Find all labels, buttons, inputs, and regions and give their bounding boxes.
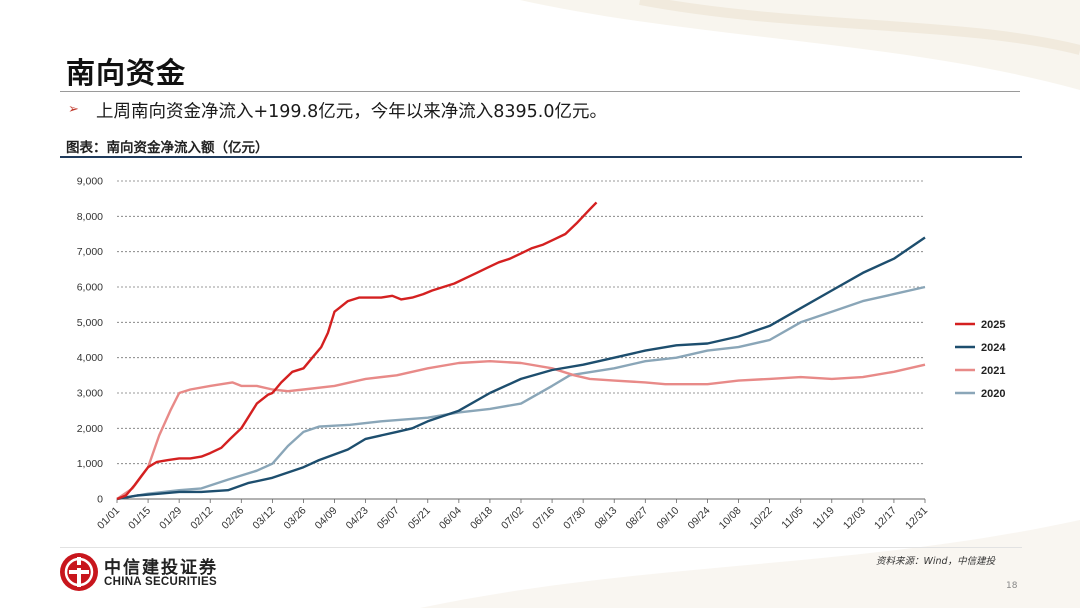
x-tick-label: 06/04	[437, 505, 464, 532]
y-tick-label: 2,000	[77, 423, 103, 435]
y-tick-label: 0	[97, 494, 103, 506]
chart-caption: 图表：南向资金净流入额（亿元）	[66, 140, 269, 156]
y-tick-label: 5,000	[77, 317, 103, 329]
page-title: 南向资金	[66, 56, 187, 90]
summary-bullet: 上周南向资金净流入+199.8亿元，今年以来净流入8395.0亿元。	[96, 102, 607, 122]
legend-label-2024: 2024	[981, 342, 1006, 354]
series-layer	[116, 201, 926, 501]
series-line-2021	[116, 359, 926, 500]
axis-layer: 0 1,000 2,000 3,000 4,000 5,000 6,000 7,000 8,00…	[77, 176, 931, 532]
citic-emblem-icon	[60, 553, 98, 591]
x-tick-label: 08/13	[592, 505, 619, 532]
x-tick-label: 02/12	[188, 505, 215, 532]
series-line-2025	[116, 201, 598, 501]
bullet-arrow-icon: ➢	[68, 102, 79, 117]
x-tick-label: 03/26	[282, 505, 309, 532]
x-tick-label: 09/24	[686, 505, 713, 532]
company-name-cn: 中信建投证券	[104, 558, 218, 578]
x-tick-label: 10/22	[748, 505, 775, 532]
y-tick-label: 8,000	[77, 211, 103, 223]
source-note: 资料来源：Wind，中信建投	[876, 556, 996, 567]
grid-layer	[117, 180, 925, 465]
series-line-2020	[116, 285, 926, 501]
company-logo: 中信建投证券 CHINA SECURITIES	[58, 551, 258, 595]
x-tick-label: 12/03	[841, 505, 868, 532]
company-name-en: CHINA SECURITIES	[104, 576, 217, 588]
x-tick-label: 05/21	[406, 505, 433, 532]
series-line-2024	[116, 236, 926, 501]
y-tick-label: 9,000	[77, 176, 103, 188]
x-tick-label: 12/17	[872, 505, 899, 532]
x-tick-label: 07/30	[561, 505, 588, 532]
x-tick-label: 11/05	[779, 505, 806, 532]
x-tick-label: 09/10	[654, 505, 681, 532]
x-tick-label: 01/01	[95, 505, 122, 532]
y-tick-label: 6,000	[77, 282, 103, 294]
x-tick-label: 05/07	[375, 505, 402, 532]
y-tick-label: 3,000	[77, 388, 103, 400]
x-tick-label: 04/09	[313, 505, 340, 532]
legend-label-2020: 2020	[981, 388, 1005, 400]
x-tick-label: 07/16	[530, 505, 557, 532]
title-divider	[60, 91, 1020, 92]
y-tick-label: 7,000	[77, 246, 103, 258]
x-tick-label: 10/08	[717, 505, 744, 532]
x-tick-label: 11/19	[810, 505, 837, 532]
caption-divider	[60, 156, 1022, 158]
x-tick-label: 01/15	[126, 505, 153, 532]
legend-layer: 2025 2024 2021 2020	[955, 319, 1006, 400]
legend-label-2025: 2025	[981, 319, 1005, 331]
y-tick-label: 1,000	[77, 458, 103, 470]
x-tick-label: 04/23	[344, 505, 371, 532]
southbound-flow-chart: 0 1,000 2,000 3,000 4,000 5,000 6,000 7,000 8,00…	[77, 176, 1007, 532]
y-tick-label: 4,000	[77, 352, 103, 364]
x-tick-label: 03/12	[250, 505, 277, 532]
legend-label-2021: 2021	[981, 365, 1005, 377]
x-tick-label: 08/27	[623, 505, 650, 532]
x-tick-label: 07/02	[499, 505, 526, 532]
x-tick-label: 12/31	[903, 505, 930, 532]
x-tick-label: 06/18	[468, 505, 495, 532]
x-tick-label: 01/29	[157, 505, 184, 532]
footer-divider	[60, 547, 1022, 548]
page-number: 18	[1006, 581, 1018, 591]
x-tick-label: 02/26	[219, 505, 246, 532]
